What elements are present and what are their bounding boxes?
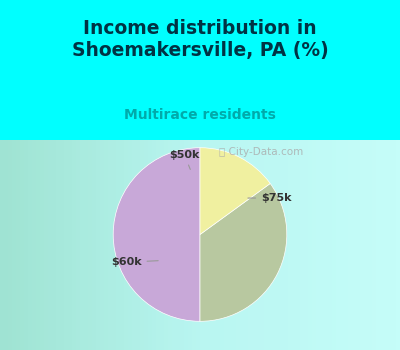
Text: $75k: $75k bbox=[248, 193, 292, 203]
Wedge shape bbox=[200, 148, 270, 234]
Wedge shape bbox=[200, 183, 287, 321]
Text: Income distribution in
Shoemakersville, PA (%): Income distribution in Shoemakersville, … bbox=[72, 19, 328, 60]
Text: ⓘ City-Data.com: ⓘ City-Data.com bbox=[219, 147, 303, 157]
Text: Multirace residents: Multirace residents bbox=[124, 108, 276, 122]
Text: $60k: $60k bbox=[111, 257, 158, 267]
Text: $50k: $50k bbox=[169, 150, 200, 169]
Wedge shape bbox=[113, 148, 200, 321]
